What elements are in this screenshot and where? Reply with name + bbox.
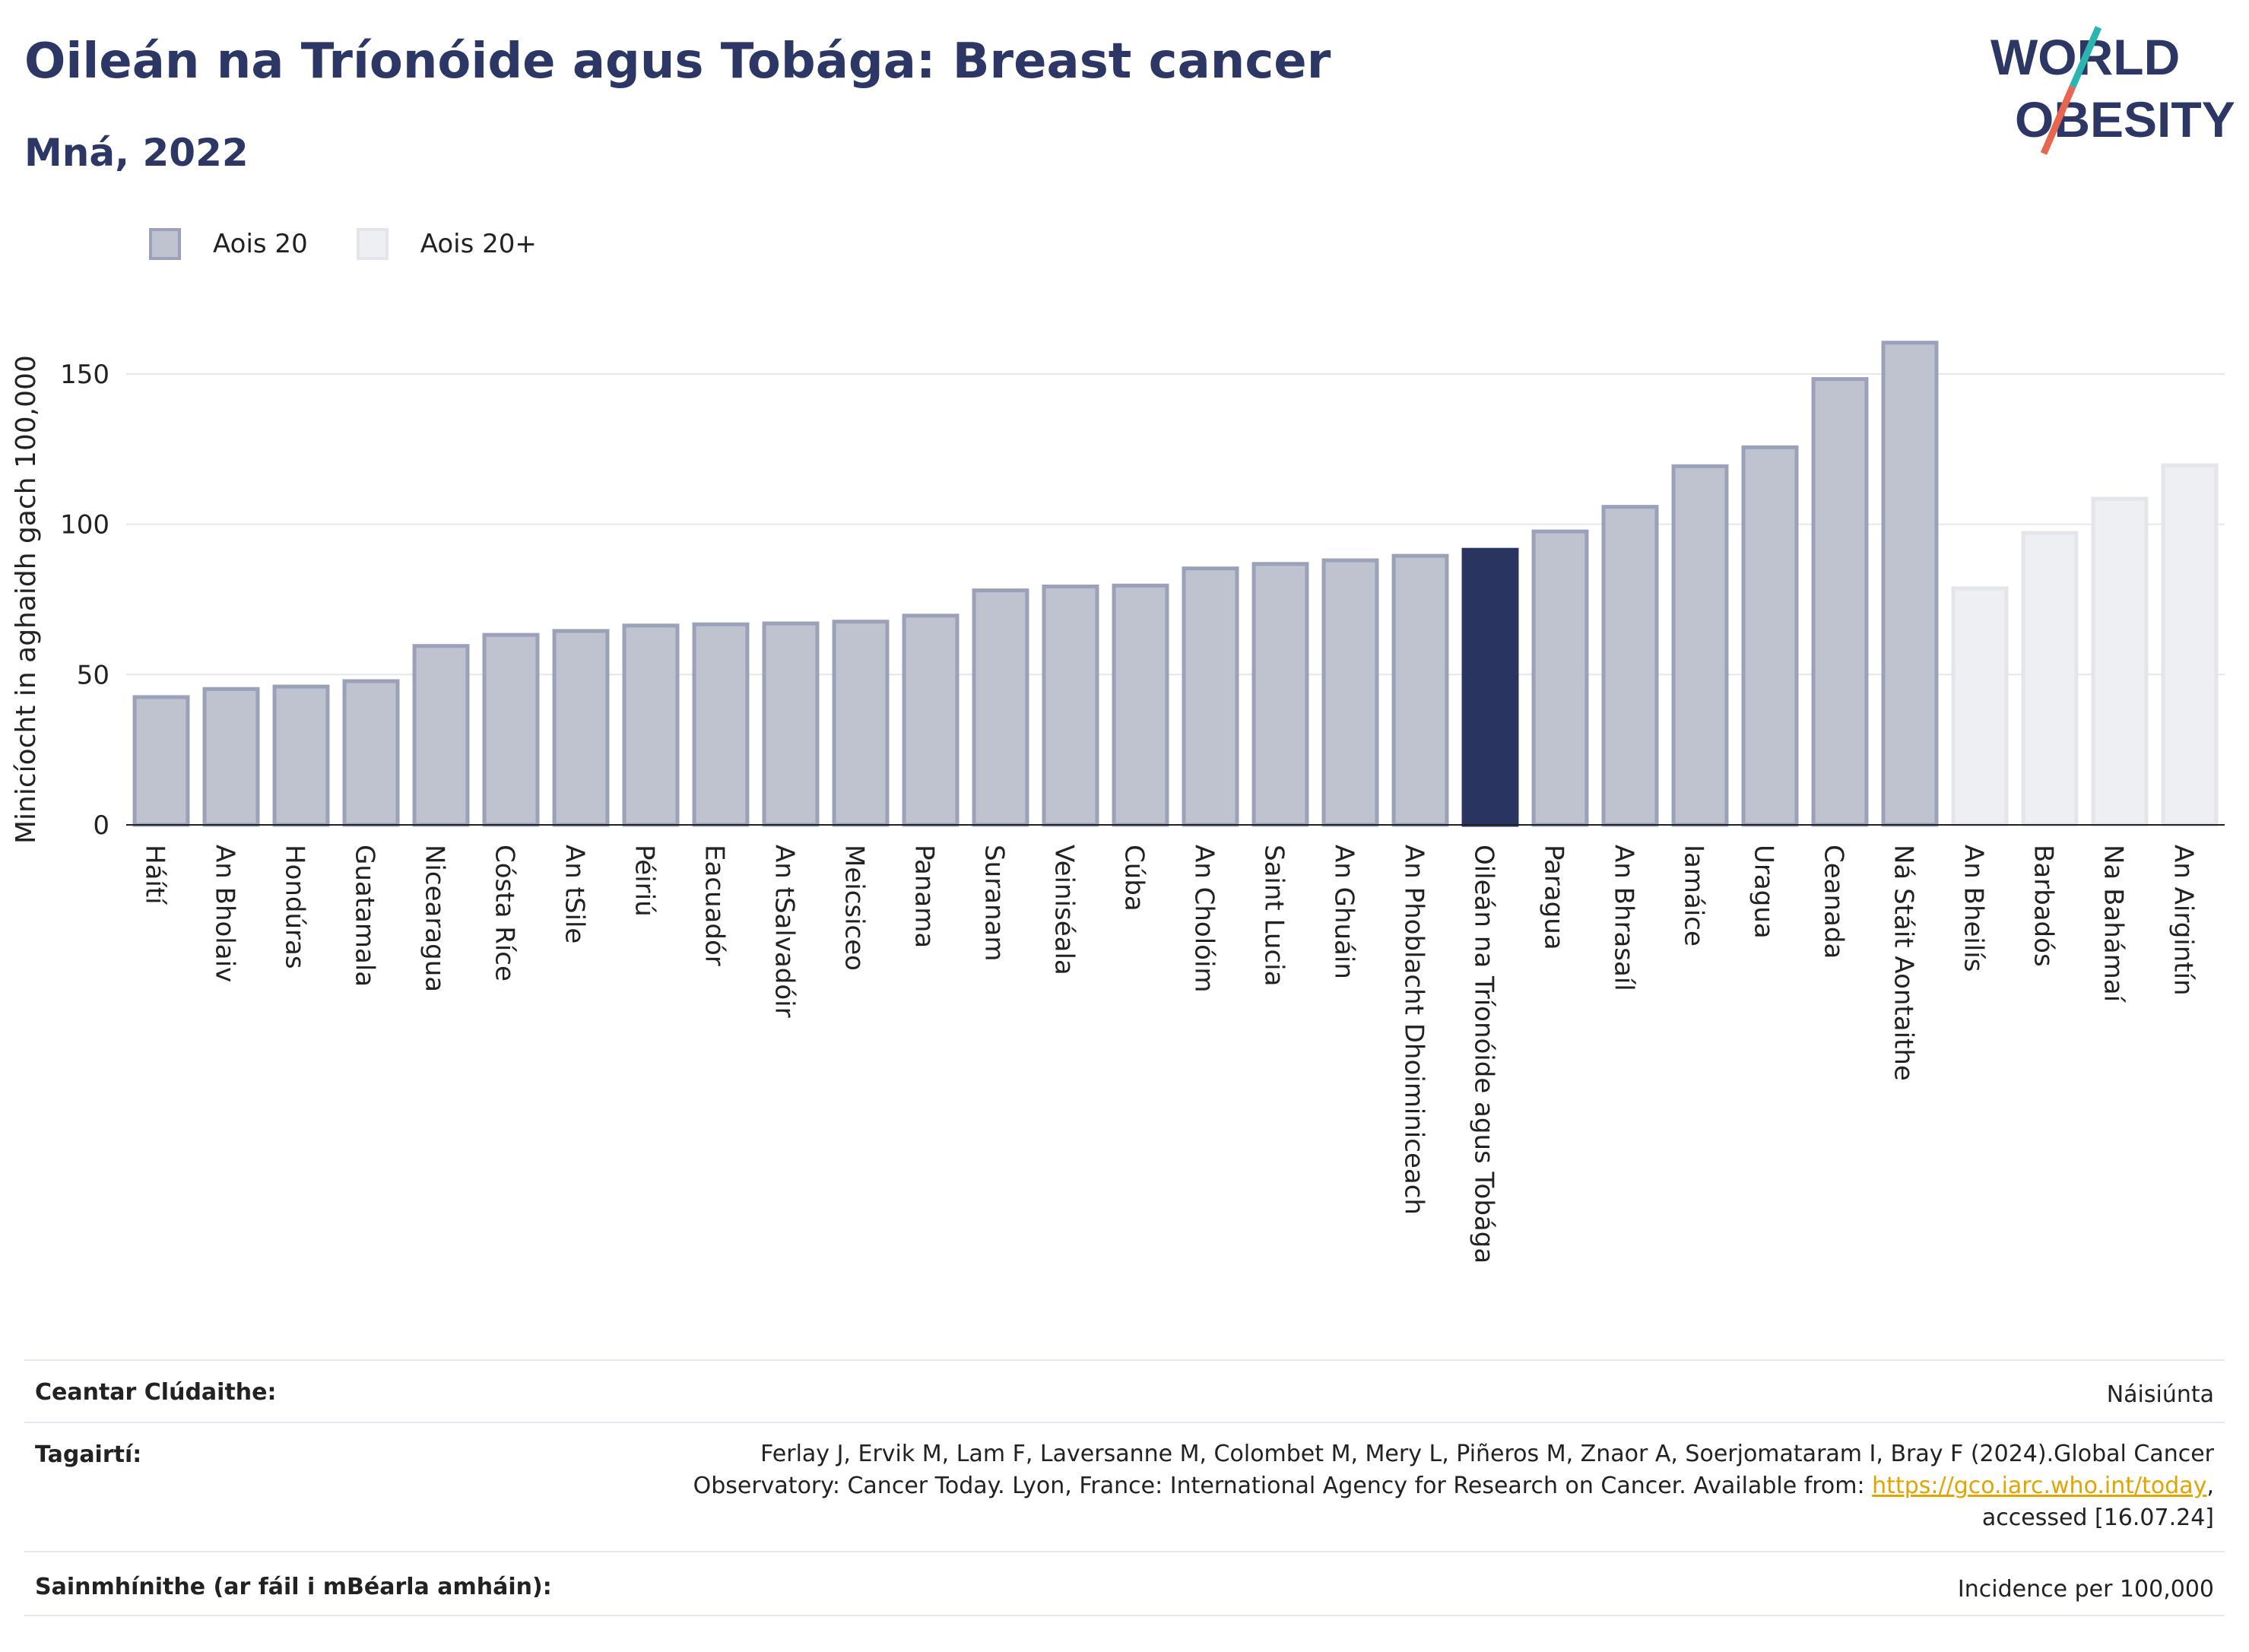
footer-divider bbox=[24, 1615, 2225, 1616]
definitions-label: Sainmhínithe (ar fáil i mBéarla amháin): bbox=[35, 1574, 552, 1600]
x-tick-label: Panama bbox=[909, 845, 940, 948]
chart-title: Oileán na Tríonóide agus Tobága: Breast … bbox=[24, 33, 1331, 90]
bar bbox=[1182, 566, 1239, 827]
x-tick-label: Barbadós bbox=[2029, 845, 2059, 967]
bar bbox=[2161, 463, 2219, 827]
x-tick-label: Suranam bbox=[979, 845, 1010, 961]
bar bbox=[342, 679, 400, 827]
x-tick-label: An tSile bbox=[560, 845, 590, 943]
legend-swatch-aois-20 bbox=[149, 228, 181, 260]
bar bbox=[272, 684, 330, 827]
bar bbox=[2021, 531, 2079, 827]
coverage-value: Náisiúnta bbox=[2106, 1381, 2214, 1408]
references-line-3: accessed [16.07.24] bbox=[1981, 1505, 2214, 1531]
coverage-label: Ceantar Clúdaithe: bbox=[35, 1379, 277, 1406]
chart-subtitle: Mná, 2022 bbox=[24, 131, 249, 175]
bar bbox=[692, 622, 750, 827]
definitions-value: Incidence per 100,000 bbox=[1957, 1576, 2214, 1603]
bar bbox=[1042, 584, 1099, 827]
y-tick-label: 0 bbox=[93, 810, 109, 841]
x-tick-label: Nicearagua bbox=[420, 845, 450, 992]
bar bbox=[1601, 505, 1659, 827]
x-tick-label: Iamáice bbox=[1679, 845, 1709, 946]
x-tick-label: Oileán na Tríonóide agus Tobága bbox=[1469, 845, 1499, 1264]
x-tick-label: Cósta Ríce bbox=[490, 845, 520, 981]
bar bbox=[832, 620, 890, 827]
bar bbox=[552, 629, 610, 827]
x-tick-label: Háítí bbox=[140, 845, 170, 905]
x-tick-label: Ceanada bbox=[1819, 845, 1849, 959]
x-tick-label: An Bhrasaíl bbox=[1609, 845, 1639, 991]
x-tick-label: Meicsiceo bbox=[839, 845, 870, 971]
references-text: Ferlay J, Ervik M, Lam F, Laversanne M, … bbox=[693, 1438, 2214, 1534]
references-line-2: Observatory: Cancer Today. Lyon, France:… bbox=[693, 1470, 2214, 1502]
bar bbox=[202, 686, 260, 827]
references-line-1: Ferlay J, Ervik M, Lam F, Laversanne M, … bbox=[760, 1441, 2214, 1467]
bar bbox=[482, 633, 540, 827]
world-obesity-logo: WORLD OBESITY bbox=[1990, 26, 2235, 155]
x-tick-label: Paragua bbox=[1539, 845, 1569, 950]
bar bbox=[622, 623, 680, 827]
x-tick-label: Péiriú bbox=[630, 845, 660, 917]
x-tick-label: An Cholóim bbox=[1189, 845, 1220, 993]
legend: Aois 20 Aois 20+ bbox=[149, 228, 585, 260]
x-tick-label: Guatamala bbox=[350, 845, 380, 987]
bar bbox=[902, 614, 960, 827]
bar bbox=[1531, 529, 1589, 827]
x-tick-label: An Bholaiv bbox=[210, 845, 240, 982]
bar bbox=[412, 644, 470, 827]
x-tick-label: Uragua bbox=[1749, 845, 1779, 939]
x-tick-label: An tSalvadóir bbox=[769, 845, 800, 1018]
x-tick-label: Veiniséala bbox=[1049, 845, 1080, 975]
x-tick-label: An Ghuáin bbox=[1329, 845, 1359, 979]
bar bbox=[762, 621, 820, 827]
x-tick-label: An Bheilís bbox=[1959, 845, 1989, 972]
x-tick-label: Ná Stáit Aontaithe bbox=[1889, 845, 1919, 1081]
bar bbox=[1391, 553, 1449, 827]
footer-divider bbox=[24, 1551, 2225, 1552]
bar bbox=[1671, 464, 1729, 827]
references-line-2-end: , bbox=[2206, 1473, 2214, 1499]
references-link[interactable]: https://gco.iarc.who.int/today bbox=[1872, 1473, 2207, 1499]
bar bbox=[1251, 562, 1309, 827]
bar-chart: 0 50 100 150 Háítí An Bholaiv Hondúras Guatamal… bbox=[60, 341, 2225, 1264]
x-tick-label: Hondúras bbox=[280, 845, 310, 969]
bar bbox=[1112, 583, 1169, 827]
bar bbox=[1321, 558, 1379, 827]
x-tick-label: Cúba bbox=[1119, 845, 1150, 912]
bar bbox=[2091, 496, 2149, 827]
y-tick-label: 100 bbox=[60, 510, 109, 541]
x-tick-label: Na Bahámaí bbox=[2098, 845, 2129, 1004]
y-tick-label: 150 bbox=[60, 360, 109, 390]
x-tick-label: Eacuadór bbox=[699, 845, 730, 966]
legend-label-aois-20: Aois 20 bbox=[213, 229, 308, 259]
bar bbox=[132, 695, 190, 827]
x-tick-label: An Phoblacht Dhoiminiceach bbox=[1399, 845, 1429, 1215]
bar bbox=[1951, 586, 2009, 827]
references-line-2-text: Observatory: Cancer Today. Lyon, France:… bbox=[693, 1473, 1873, 1499]
x-tick-label: An Airgintín bbox=[2168, 845, 2199, 996]
footer-divider bbox=[24, 1359, 2225, 1361]
legend-label-aois-20-plus: Aois 20+ bbox=[420, 229, 537, 259]
bar bbox=[972, 588, 1029, 827]
footer-divider bbox=[24, 1422, 2225, 1423]
references-label: Tagairtí: bbox=[35, 1441, 142, 1468]
bar-highlighted bbox=[1461, 547, 1519, 827]
y-tick-label: 50 bbox=[77, 660, 109, 690]
bar bbox=[1811, 377, 1869, 827]
bar bbox=[1881, 341, 1939, 827]
bar bbox=[1741, 445, 1799, 827]
legend-swatch-aois-20-plus bbox=[356, 228, 389, 260]
x-tick-label: Saint Lucia bbox=[1259, 845, 1289, 986]
